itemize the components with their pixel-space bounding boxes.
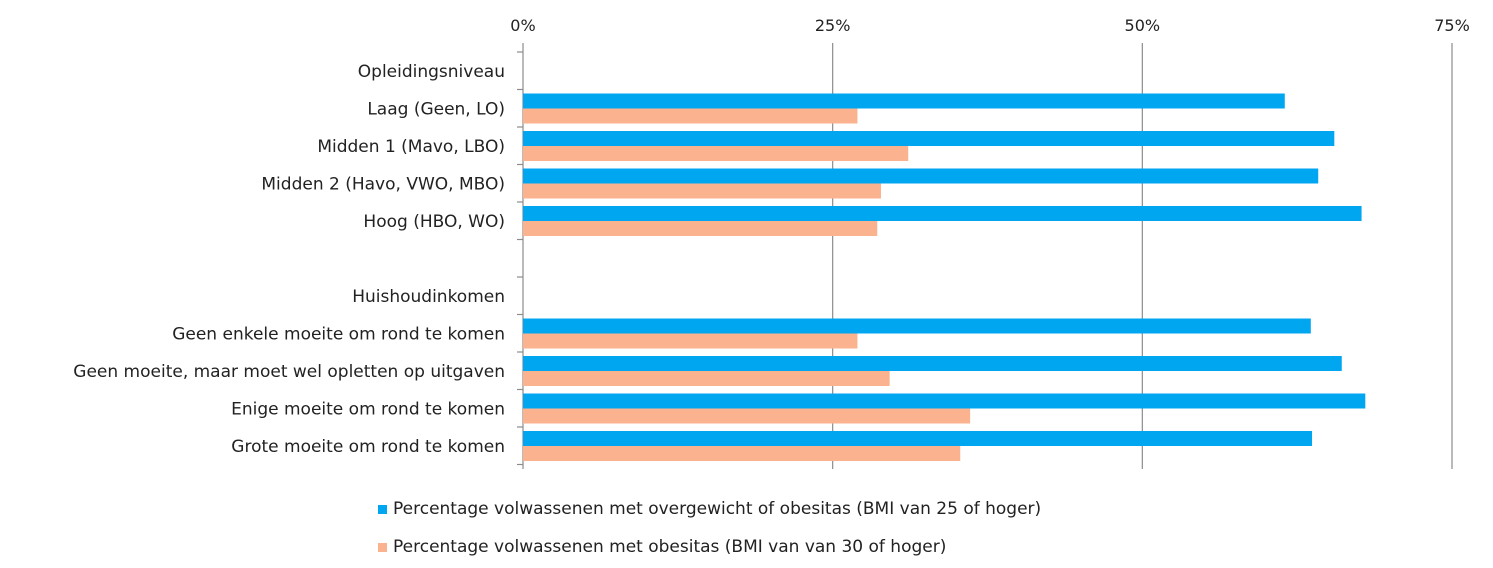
category-label: Hoog (HBO, WO) bbox=[363, 212, 505, 232]
category-label: Midden 2 (Havo, VWO, MBO) bbox=[261, 174, 505, 194]
category-label: Geen enkele moeite om rond te komen bbox=[172, 324, 505, 344]
x-tick-label: 25% bbox=[815, 16, 851, 35]
bar-chart: 0% 25% 50% 75% Opleidingsniveau Laag (Geen, … bbox=[73, 16, 1470, 469]
bar-obesity bbox=[523, 371, 890, 386]
x-tick-label: 75% bbox=[1434, 16, 1470, 35]
bar-overweight bbox=[523, 168, 1319, 184]
bar-overweight bbox=[523, 318, 1311, 334]
category-label: Opleidingsniveau bbox=[358, 62, 505, 82]
category-label: Laag (Geen, LO) bbox=[367, 99, 505, 119]
category-label: Enige moeite om rond te komen bbox=[231, 399, 505, 419]
category-label: Geen moeite, maar moet wel opletten op u… bbox=[73, 362, 505, 382]
bar-overweight bbox=[523, 356, 1342, 371]
bars bbox=[523, 93, 1366, 461]
bar-overweight bbox=[523, 393, 1366, 409]
bar-overweight bbox=[523, 431, 1313, 446]
legend-item-overweight: Percentage volwassenen met overgewicht o… bbox=[378, 490, 1041, 528]
bar-overweight bbox=[523, 93, 1285, 109]
bar-obesity bbox=[523, 221, 878, 236]
legend-item-obesity: Percentage volwassenen met obesitas (BMI… bbox=[378, 528, 1041, 566]
bar-obesity bbox=[523, 333, 858, 349]
x-tick-label: 0% bbox=[510, 16, 535, 35]
x-tick-label: 50% bbox=[1125, 16, 1161, 35]
bar-obesity bbox=[523, 146, 909, 161]
legend-label-overweight: Percentage volwassenen met overgewicht o… bbox=[393, 499, 1042, 519]
category-label: Grote moeite om rond te komen bbox=[231, 437, 505, 457]
bar-obesity bbox=[523, 108, 858, 124]
legend: Percentage volwassenen met overgewicht o… bbox=[378, 490, 1041, 566]
bar-obesity bbox=[523, 408, 971, 424]
bar-obesity bbox=[523, 446, 961, 461]
category-label: Huishoudinkomen bbox=[352, 287, 505, 307]
legend-label-obesity: Percentage volwassenen met obesitas (BMI… bbox=[393, 537, 947, 557]
bar-overweight bbox=[523, 131, 1335, 146]
bar-overweight bbox=[523, 206, 1362, 221]
legend-swatch-overweight bbox=[378, 504, 387, 514]
category-labels: Opleidingsniveau Laag (Geen, LO) Midden 1 … bbox=[73, 62, 505, 457]
x-axis-ticks: 0% 25% 50% 75% bbox=[510, 16, 1469, 35]
category-label: Midden 1 (Mavo, LBO) bbox=[317, 137, 505, 157]
bar-obesity bbox=[523, 183, 881, 199]
legend-swatch-obesity bbox=[378, 542, 387, 552]
